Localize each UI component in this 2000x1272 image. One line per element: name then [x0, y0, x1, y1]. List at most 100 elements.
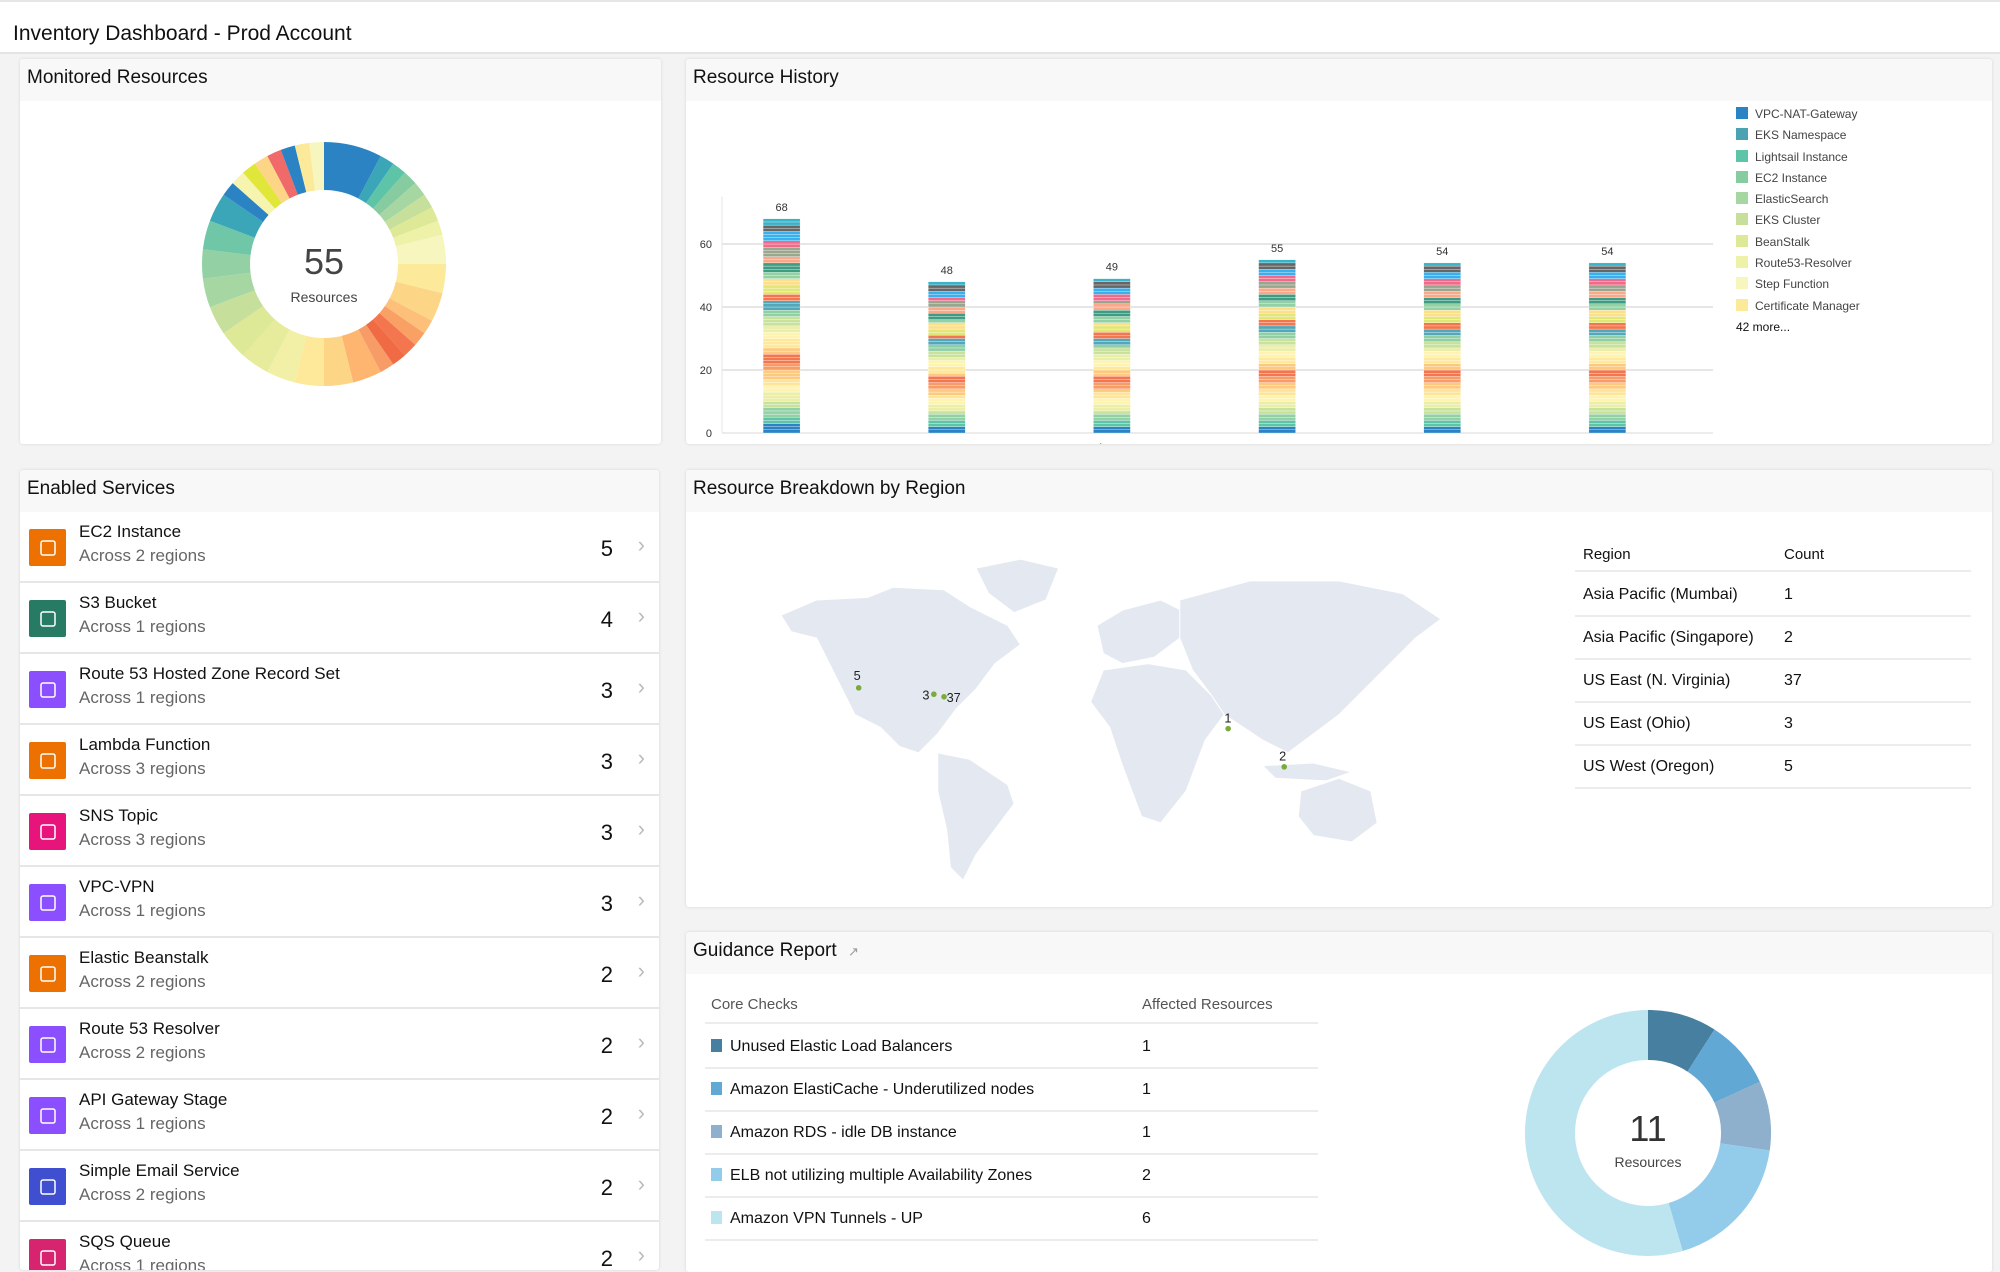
bar-segment — [1423, 413, 1461, 418]
bar-segment — [762, 218, 801, 223]
service-row[interactable]: API Gateway Stage Across 1 regions 2 › — [20, 1080, 659, 1151]
affected-count: 1 — [1142, 1081, 1151, 1098]
map-europe — [1096, 599, 1187, 665]
chevron-right-icon[interactable]: › — [637, 887, 645, 912]
region-name: US West (Oregon) — [1583, 758, 1715, 775]
service-row[interactable]: SQS Queue Across 1 regions 2 › — [20, 1222, 659, 1270]
bar-segment — [1258, 313, 1296, 317]
bar-segment — [1423, 281, 1461, 286]
bar-segment — [1093, 388, 1131, 393]
bar-segment — [928, 376, 966, 380]
bar-segment — [1588, 341, 1627, 345]
resource-slice — [395, 234, 446, 264]
legend-item[interactable]: EKS Namespace — [1736, 128, 1860, 149]
legend-item[interactable]: ElasticSearch — [1736, 192, 1860, 213]
service-row[interactable]: Route 53 Hosted Zone Record Set Across 1… — [20, 654, 659, 725]
world-map[interactable]: 5 3 37 1 2 — [686, 470, 1992, 907]
bar-segment — [928, 429, 966, 434]
bar-segment — [928, 379, 966, 383]
chevron-right-icon[interactable]: › — [637, 1100, 645, 1125]
bar-segment — [762, 338, 801, 342]
bar-segment — [1258, 388, 1296, 393]
chevron-right-icon[interactable]: › — [637, 1029, 645, 1054]
bar-segment — [928, 347, 966, 352]
chevron-right-icon[interactable]: › — [637, 603, 645, 628]
service-row[interactable]: Lambda Function Across 3 regions 3 › — [20, 725, 659, 796]
chevron-right-icon[interactable]: › — [637, 674, 645, 699]
legend-label: BeanStalk — [1755, 234, 1810, 249]
affected-count: 1 — [1142, 1038, 1151, 1055]
legend-label: ElasticSearch — [1755, 192, 1829, 207]
chevron-right-icon[interactable]: › — [637, 816, 645, 841]
bar-segment — [762, 234, 801, 238]
chevron-right-icon[interactable]: › — [637, 958, 645, 983]
legend-item[interactable]: BeanStalk — [1736, 234, 1860, 256]
bar-segment — [928, 360, 966, 364]
service-row[interactable]: VPC-VPN Across 1 regions 3 › — [20, 867, 659, 938]
bar-segment — [1423, 347, 1461, 352]
guidance-row[interactable]: ELB not utilizing multiple Availability … — [705, 1155, 1318, 1198]
guidance-row[interactable]: Amazon ElastiCache - Underutilized nodes… — [705, 1069, 1318, 1112]
region-name: US East (Ohio) — [1583, 715, 1691, 732]
service-count: 3 — [600, 820, 613, 845]
bar-segment — [762, 413, 801, 418]
bar-segment — [1258, 426, 1296, 431]
service-row[interactable]: Simple Email Service Across 2 regions 2 … — [20, 1151, 659, 1222]
legend-item[interactable]: VPC-NAT-Gateway — [1736, 107, 1860, 128]
chevron-right-icon[interactable]: › — [637, 745, 645, 770]
bar-segment — [1588, 291, 1627, 295]
legend-label: Step Function — [1755, 277, 1830, 292]
bar-segment — [1588, 429, 1627, 434]
legend-swatch — [711, 1082, 722, 1095]
service-name: Lambda Function — [79, 735, 211, 754]
service-row[interactable]: Route 53 Resolver Across 2 regions 2 › — [20, 1009, 659, 1080]
legend-item[interactable]: Step Function — [1736, 277, 1860, 298]
guidance-row[interactable]: Amazon RDS - idle DB instance 1 — [705, 1112, 1318, 1155]
bar-segment — [1423, 379, 1461, 383]
service-row[interactable]: EC2 Instance Across 2 regions 5 › — [20, 512, 659, 583]
bar-segment — [762, 224, 801, 229]
service-row[interactable]: S3 Bucket Across 1 regions 4 › — [20, 583, 659, 654]
legend-item[interactable]: EKS Cluster — [1736, 213, 1860, 234]
service-row[interactable]: SNS Topic Across 3 regions 3 › — [20, 796, 659, 867]
bar-segment — [1423, 410, 1461, 415]
bar-segment — [1093, 309, 1131, 314]
bar-segment — [928, 410, 966, 415]
legend-swatch — [1736, 107, 1748, 119]
bar-segment — [1423, 316, 1461, 320]
resource-slice — [232, 172, 275, 215]
chevron-right-icon[interactable]: › — [637, 532, 645, 557]
bar-segment — [1423, 300, 1461, 304]
chevron-right-icon[interactable]: › — [637, 1171, 645, 1196]
bar-segment — [1093, 297, 1131, 301]
bar-segment — [1423, 369, 1461, 374]
legend-item[interactable]: Certificate Manager — [1736, 298, 1860, 320]
bar-segment — [1423, 278, 1461, 282]
bar-segment — [928, 306, 966, 311]
bar-segment — [1258, 376, 1296, 380]
guidance-row[interactable]: Unused Elastic Load Balancers 1 — [705, 1026, 1318, 1069]
resource-history-card: Resource History 0 20 40 60 68 Dec-2019 48 Jan-… — [686, 59, 1992, 444]
external-link-icon[interactable]: ↗ — [847, 944, 859, 959]
service-row[interactable]: Elastic Beanstalk Across 2 regions 2 › — [20, 938, 659, 1009]
bar-segment — [1423, 284, 1461, 289]
legend-item[interactable]: EC2 Instance — [1736, 170, 1860, 192]
legend-item[interactable]: Lightsail Instance — [1736, 149, 1860, 171]
service-count: 2 — [600, 1104, 613, 1129]
chevron-right-icon[interactable]: › — [637, 1242, 645, 1267]
bar-segment — [1588, 328, 1627, 333]
legend-item[interactable]: Route53-Resolver — [1736, 256, 1860, 277]
bar-segment — [928, 420, 966, 424]
map-south-america — [937, 752, 1015, 882]
bar-segment — [762, 385, 801, 390]
bar-segment — [1093, 407, 1131, 412]
bar-segment — [1588, 272, 1627, 276]
api-gateway-icon — [29, 1097, 66, 1134]
ec2-icon — [29, 529, 66, 566]
legend-more-link[interactable]: 42 more... — [1736, 319, 1791, 334]
guidance-row[interactable]: Amazon VPN Tunnels - UP 6 — [705, 1198, 1318, 1241]
bar-segment — [1093, 376, 1131, 380]
bar-segment — [1093, 319, 1131, 323]
bar-segment — [762, 410, 801, 415]
bar-segment — [1258, 407, 1296, 412]
